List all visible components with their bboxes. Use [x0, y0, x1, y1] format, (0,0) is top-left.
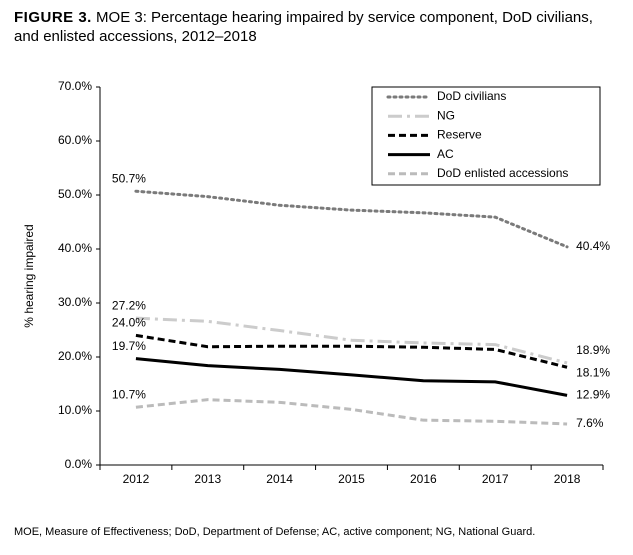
x-tick-label: 2014 — [266, 472, 293, 486]
y-tick-label: 40.0% — [58, 241, 92, 255]
legend-label: Reserve — [437, 128, 482, 142]
legend-label: AC — [437, 147, 454, 161]
y-tick-label: 0.0% — [65, 457, 93, 471]
y-tick-label: 60.0% — [58, 133, 92, 147]
data-label: 19.7% — [112, 339, 146, 353]
legend-label: DoD enlisted accessions — [437, 166, 568, 180]
series-line — [135, 398, 568, 426]
data-label: 7.6% — [576, 416, 604, 430]
y-axis-label: % hearing impaired — [22, 224, 36, 327]
series-line — [135, 357, 568, 397]
legend-label: DoD civilians — [437, 89, 506, 103]
data-label: 24.0% — [112, 316, 146, 330]
data-label: 50.7% — [112, 171, 146, 185]
y-tick-label: 10.0% — [58, 403, 92, 417]
data-label: 18.9% — [576, 343, 610, 357]
series-line — [134, 189, 569, 249]
data-label: 18.1% — [576, 365, 610, 379]
chart-title: MOE 3: Percentage hearing impaired by se… — [14, 9, 593, 45]
y-tick-label: 20.0% — [58, 349, 92, 363]
y-tick-label: 50.0% — [58, 187, 92, 201]
legend-label: NG — [437, 108, 455, 122]
x-tick-label: 2012 — [123, 472, 150, 486]
x-tick-label: 2015 — [338, 472, 365, 486]
data-label: 12.9% — [576, 388, 610, 402]
data-label: 10.7% — [112, 387, 146, 401]
figure-label: FIGURE 3. — [14, 9, 92, 26]
series-line — [135, 316, 568, 365]
footnote: MOE, Measure of Effectiveness; DoD, Depa… — [14, 526, 536, 538]
series-line — [135, 333, 568, 369]
chart-title-block: FIGURE 3. MOE 3: Percentage hearing impa… — [14, 8, 619, 46]
y-tick-label: 30.0% — [58, 295, 92, 309]
x-tick-label: 2016 — [410, 472, 437, 486]
data-label: 40.4% — [576, 239, 610, 253]
x-tick-label: 2018 — [554, 472, 581, 486]
chart: % hearing impaired 0.0% 10.0% 20.0% 30.0% 40… — [22, 79, 610, 486]
data-label: 27.2% — [112, 298, 146, 312]
x-tick-label: 2013 — [194, 472, 221, 486]
y-tick-label: 70.0% — [58, 79, 92, 93]
x-tick-label: 2017 — [482, 472, 509, 486]
